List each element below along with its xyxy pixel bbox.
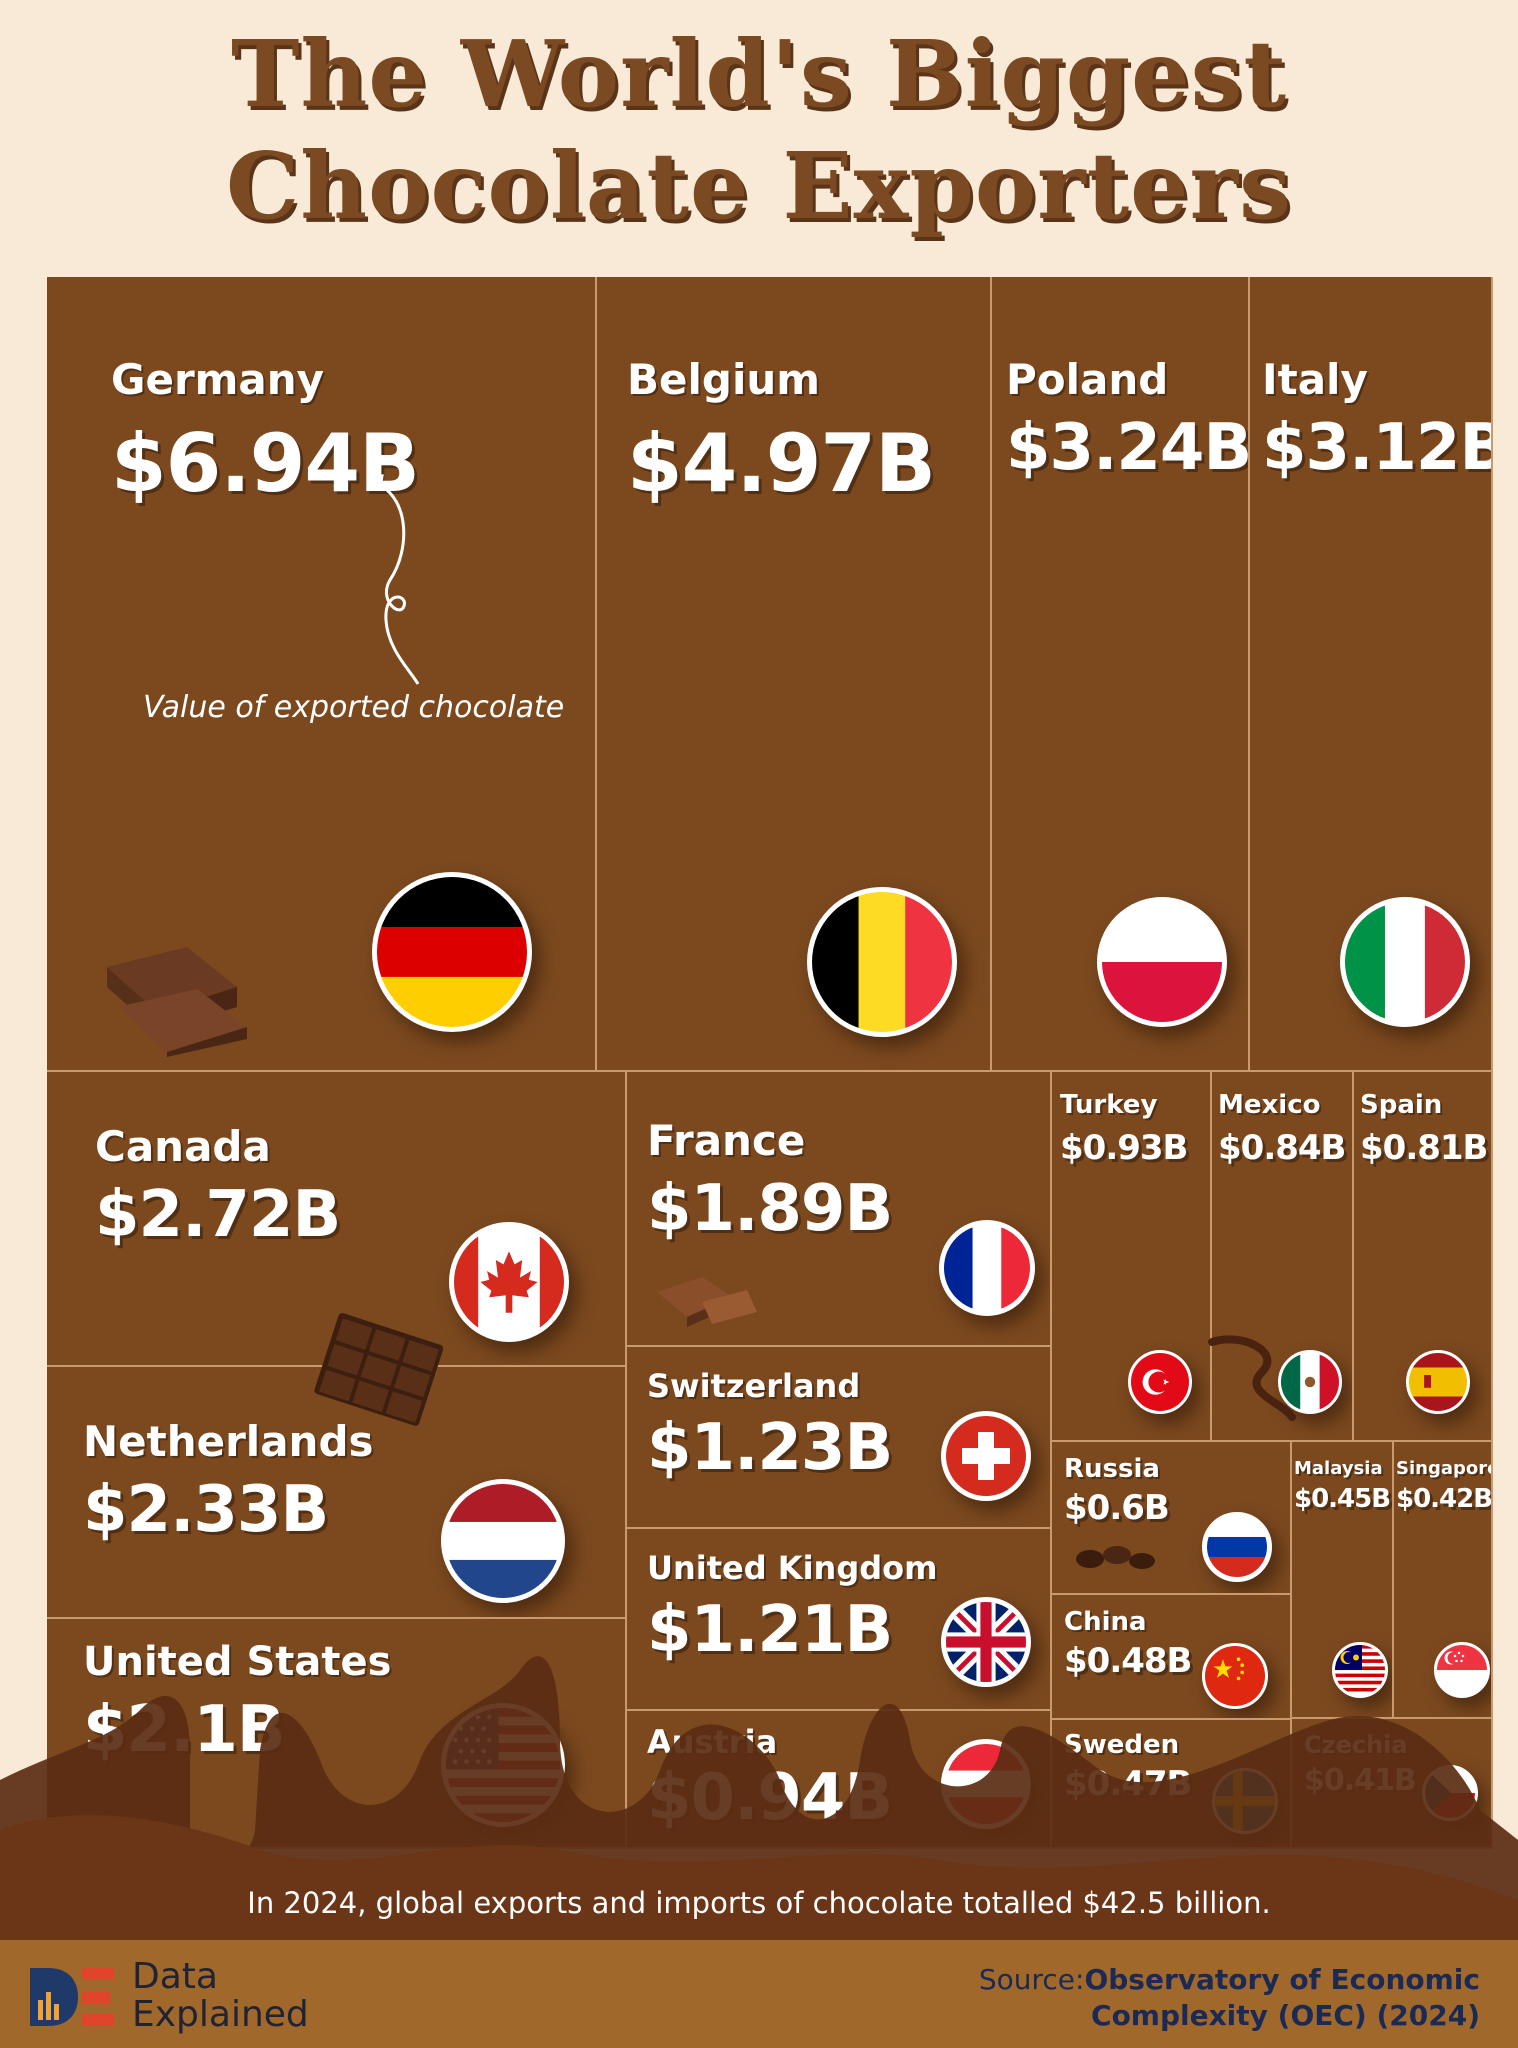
switzerland-flag-icon xyxy=(941,1411,1031,1501)
country-name-belgium: Belgium xyxy=(627,355,821,404)
export-value-poland: $3.24B xyxy=(1006,411,1250,485)
country-name-netherlands: Netherlands xyxy=(83,1417,374,1466)
source-credit: Source:Observatory of Economic Complexit… xyxy=(979,1962,1480,2034)
treemap-cell-switzerland: Switzerland $1.23B xyxy=(627,1347,1052,1529)
country-name-canada: Canada xyxy=(95,1122,271,1171)
export-value-turkey: $0.93B xyxy=(1060,1128,1188,1168)
chocolate-pieces-icon xyxy=(107,947,247,1057)
treemap-cell-malaysia: Malaysia $0.45B xyxy=(1292,1442,1394,1719)
turkey-flag-icon xyxy=(1128,1350,1192,1414)
treemap-cell-netherlands: Netherlands $2.33B xyxy=(47,1367,627,1619)
chocolate-swirl-icon xyxy=(1208,1335,1296,1421)
canada-flag-icon xyxy=(449,1222,569,1342)
country-name-mexico: Mexico xyxy=(1218,1090,1321,1120)
export-value-mexico: $0.84B xyxy=(1218,1128,1346,1168)
brand-line-2: Explained xyxy=(132,1994,309,2035)
export-value-china: $0.48B xyxy=(1064,1641,1192,1681)
belgium-flag-icon xyxy=(807,887,957,1037)
source-label: Source: xyxy=(978,1963,1085,1996)
country-name-united-states: United States xyxy=(83,1639,392,1685)
country-name-sweden: Sweden xyxy=(1064,1730,1180,1760)
export-value-singapore: $0.42B xyxy=(1396,1484,1493,1514)
treemap-cell-canada: Canada $2.72B xyxy=(47,1072,627,1367)
uk-flag-icon xyxy=(941,1597,1031,1687)
chart-title: The World's Biggest Chocolate Exporters xyxy=(0,18,1518,242)
export-value-germany: $6.94B xyxy=(111,417,420,510)
treemap-cell-germany: Germany $6.94B xyxy=(47,277,597,1072)
coffee-beans-icon xyxy=(1076,1546,1155,1569)
export-value-france: $1.89B xyxy=(647,1172,893,1246)
treemap-cell-italy: Italy $3.12B xyxy=(1250,277,1493,1072)
treemap-cell-singapore: Singapore $0.42B xyxy=(1394,1442,1493,1719)
export-value-belgium: $4.97B xyxy=(627,417,936,510)
treemap-cell-mexico: Mexico $0.84B xyxy=(1212,1072,1354,1442)
country-name-china: China xyxy=(1064,1607,1147,1637)
russia-flag-icon xyxy=(1202,1512,1272,1582)
country-name-germany: Germany xyxy=(111,355,325,404)
country-name-russia: Russia xyxy=(1064,1454,1160,1484)
country-name-poland: Poland xyxy=(1006,355,1169,404)
spain-flag-icon xyxy=(1406,1350,1470,1414)
brand-name: Data Explained xyxy=(132,1958,309,2034)
export-value-netherlands: $2.33B xyxy=(83,1473,329,1547)
country-name-switzerland: Switzerland xyxy=(647,1367,861,1405)
country-name-singapore: Singapore xyxy=(1396,1458,1493,1479)
singapore-flag-icon xyxy=(1434,1642,1490,1698)
annotation-label: Value of exported chocolate xyxy=(143,690,565,725)
country-name-united-kingdom: United Kingdom xyxy=(647,1549,938,1587)
treemap-cell-united-kingdom: United Kingdom $1.21B xyxy=(627,1529,1052,1711)
brand-line-1: Data xyxy=(132,1956,218,1997)
footnote-text: In 2024, global exports and imports of c… xyxy=(247,1886,1271,1920)
title-line-2: Chocolate Exporters xyxy=(226,132,1292,240)
treemap-cell-spain: Spain $0.81B xyxy=(1354,1072,1493,1442)
title-line-1: The World's Biggest xyxy=(230,20,1288,128)
treemap-cell-france: France $1.89B xyxy=(627,1072,1052,1347)
footer-bar: Data Explained Source:Observatory of Eco… xyxy=(0,1940,1518,2048)
data-explained-logo-icon xyxy=(30,1968,114,2026)
germany-flag-icon xyxy=(372,872,532,1032)
poland-flag-icon xyxy=(1097,897,1227,1027)
netherlands-flag-icon xyxy=(441,1479,565,1603)
treemap-cell-china: China $0.48B xyxy=(1052,1595,1292,1720)
export-value-italy: $3.12B xyxy=(1262,411,1493,485)
chocolate-chunks-icon xyxy=(657,1277,757,1327)
chocolate-bar-icon xyxy=(314,1313,444,1426)
export-value-russia: $0.6B xyxy=(1064,1488,1170,1528)
export-value-united-kingdom: $1.21B xyxy=(647,1593,893,1667)
export-value-canada: $2.72B xyxy=(95,1178,341,1252)
country-name-france: France xyxy=(647,1116,806,1165)
country-name-spain: Spain xyxy=(1360,1090,1443,1120)
country-name-italy: Italy xyxy=(1262,355,1368,404)
treemap-cell-russia: Russia $0.6B xyxy=(1052,1442,1292,1595)
export-value-switzerland: $1.23B xyxy=(647,1411,893,1485)
source-line-2: Complexity (OEC) (2024) xyxy=(1091,1999,1480,2032)
italy-flag-icon xyxy=(1340,897,1470,1027)
source-line-1: Observatory of Economic xyxy=(1084,1963,1480,1996)
export-value-malaysia: $0.45B xyxy=(1294,1484,1391,1514)
country-name-malaysia: Malaysia xyxy=(1294,1458,1383,1479)
annotation-arrow-icon xyxy=(369,474,420,685)
malaysia-flag-icon xyxy=(1332,1642,1388,1698)
treemap-cell-poland: Poland $3.24B xyxy=(992,277,1250,1072)
treemap-cell-belgium: Belgium $4.97B xyxy=(597,277,992,1072)
export-value-spain: $0.81B xyxy=(1360,1128,1488,1168)
chocolate-drip-decoration xyxy=(0,1656,1518,1940)
treemap: Germany $6.94B Belgium $4.97B Poland $3.24B It… xyxy=(47,277,1493,1849)
france-flag-icon xyxy=(939,1220,1035,1316)
china-flag-icon xyxy=(1202,1643,1268,1709)
mexico-flag-icon xyxy=(1278,1350,1342,1414)
treemap-cell-turkey: Turkey $0.93B xyxy=(1052,1072,1212,1442)
country-name-turkey: Turkey xyxy=(1060,1090,1158,1120)
